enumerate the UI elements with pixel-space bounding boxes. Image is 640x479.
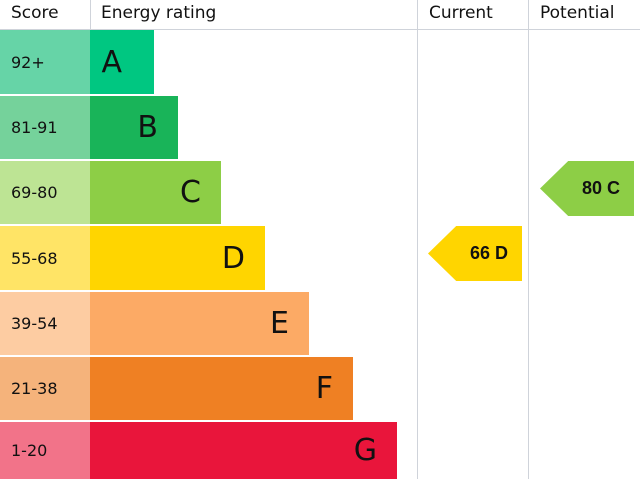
header-potential: Potential (540, 3, 615, 23)
potential-rating-label: 80 C (581, 178, 620, 198)
score-range-f: 21-38 (0, 357, 90, 420)
header-score: Score (11, 3, 59, 23)
rating-bar-d: D (90, 226, 265, 290)
divider (0, 29, 640, 30)
score-range-a: 92+ (0, 30, 90, 94)
divider (528, 0, 529, 479)
rating-bar-b: B (90, 96, 178, 159)
current-rating-arrow: 66 D (428, 226, 522, 281)
rating-bar-f: F (90, 357, 353, 420)
score-range-b: 81-91 (0, 96, 90, 159)
rating-bar-a: A (90, 30, 154, 94)
header-current: Current (429, 3, 493, 23)
rating-bar-e: E (90, 292, 309, 355)
potential-rating-arrow: 80 C (540, 161, 634, 216)
header-energy-rating: Energy rating (101, 3, 217, 23)
divider (417, 0, 418, 479)
current-rating-label: 66 D (469, 243, 508, 263)
score-range-g: 1-20 (0, 422, 90, 479)
divider (90, 0, 91, 30)
score-range-d: 55-68 (0, 226, 90, 290)
score-range-c: 69-80 (0, 161, 90, 224)
score-range-e: 39-54 (0, 292, 90, 355)
rating-bar-c: C (90, 161, 221, 224)
rating-bar-g: G (90, 422, 397, 479)
